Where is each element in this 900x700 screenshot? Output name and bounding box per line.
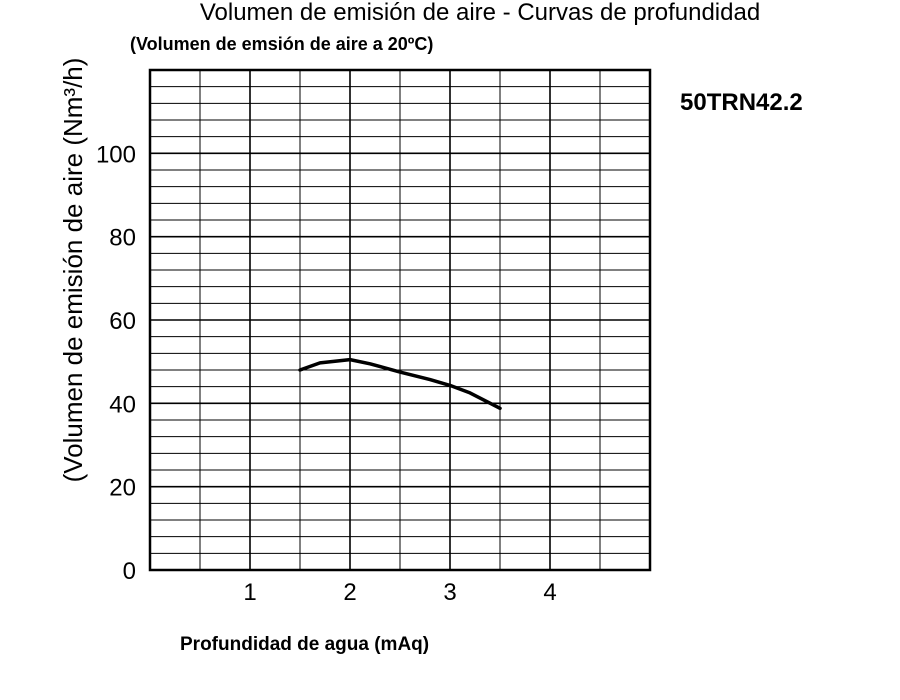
y-tick-label: 100 <box>96 141 136 168</box>
plot-frame <box>148 68 652 572</box>
y-tick-label: 0 <box>123 558 136 585</box>
x-tick-label: 2 <box>343 579 356 606</box>
chart-subtitle: (Volumen de emsión de aire a 20ºC) <box>130 34 433 54</box>
series-line <box>298 357 502 411</box>
y-tick-label: 60 <box>109 308 136 335</box>
y-tick-label: 40 <box>109 391 136 418</box>
y-tick-label: 20 <box>109 475 136 502</box>
y-axis-label: (Volumen de emisión de aire (Nm³/h) <box>58 58 88 483</box>
plot-area: 0 20 40 60 80 100 1 2 3 4 <box>96 68 652 606</box>
y-tick-label: 80 <box>109 225 136 252</box>
x-tick-label: 3 <box>443 579 456 606</box>
x-tick-label: 4 <box>543 579 556 606</box>
x-axis-label: Profundidad de agua (mAq) <box>180 634 429 655</box>
x-tick-label: 1 <box>243 579 256 606</box>
model-label: 50TRN42.2 <box>680 89 803 116</box>
chart-title: Volumen de emisión de aire - Curvas de p… <box>200 0 760 26</box>
